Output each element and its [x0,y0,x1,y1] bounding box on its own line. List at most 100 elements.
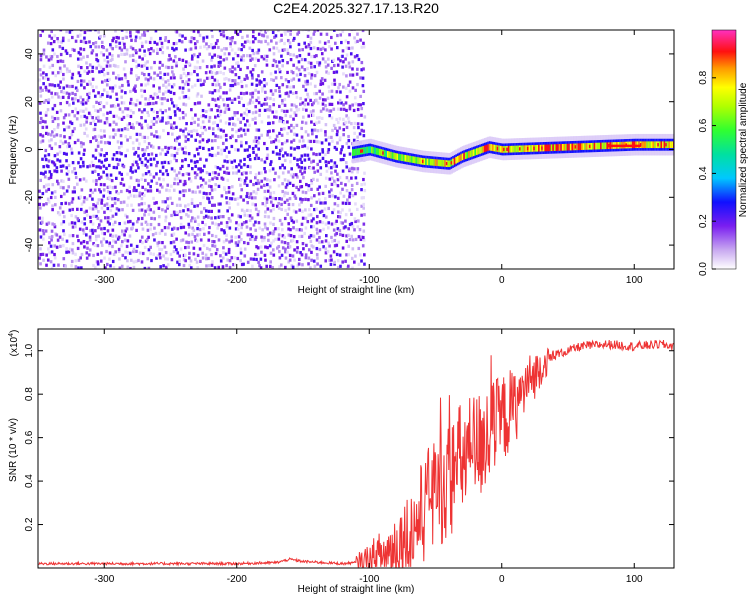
heatmap-cell [296,264,300,268]
heatmap-cell [207,119,211,123]
heatmap-cell [184,94,188,99]
heatmap-cell [124,154,128,158]
heatmap-cell [396,153,399,161]
heatmap-cell [230,99,234,103]
heatmap-cell [88,194,92,198]
heatmap-cell [202,195,205,200]
heatmap-cell [54,92,57,96]
heatmap-cell [303,41,306,45]
heatmap-cell [331,239,334,243]
heatmap-cell [234,243,238,248]
heatmap-cell [271,129,275,133]
heatmap-cell [70,30,74,32]
heatmap-cell [477,147,481,155]
heatmap-cell [100,69,104,74]
heatmap-cell [169,252,173,256]
heatmap-cell [74,175,78,180]
heatmap-cell [290,123,293,128]
heatmap-cell [193,235,197,239]
heatmap-cell [57,83,60,87]
heatmap-cell [137,154,140,158]
y-tick-label: 20 [24,96,35,108]
heatmap-cell [126,127,130,131]
heatmap-cell [334,182,337,186]
heatmap-cell [144,83,147,87]
heatmap-cell [114,133,117,137]
heatmap-cell [579,143,582,151]
heatmap-cell [98,70,101,74]
heatmap-cell [131,208,135,213]
heatmap-cell [166,79,170,83]
heatmap-cell [187,222,191,226]
heatmap-cell [426,158,430,166]
heatmap-cell [356,32,359,36]
heatmap-cell [299,197,302,201]
heatmap-cell [56,40,60,44]
heatmap-cell [123,73,127,77]
heatmap-cell [248,123,251,127]
heatmap-cell [222,34,226,38]
heatmap-cell [300,200,303,204]
heatmap-cell [80,79,83,83]
heatmap-cell [257,171,261,175]
heatmap-cell [77,258,81,262]
heatmap-cell [333,260,336,264]
heatmap-cell [211,97,214,101]
heatmap-cell [240,48,243,52]
heatmap-cell [196,160,199,164]
heatmap-cell [281,246,285,250]
heatmap-cell [306,102,310,106]
heatmap-cell [59,134,62,138]
heatmap-cell [91,207,95,211]
heatmap-cell [485,144,488,152]
heatmap-cell [59,139,63,143]
heatmap-cell [169,76,173,80]
heatmap-cell [246,154,250,159]
heatmap-cell [198,33,202,37]
heatmap-cell [310,128,314,132]
heatmap-cell [249,179,252,183]
heatmap-cell [347,244,351,248]
heatmap-cell [59,194,63,199]
heatmap-cell [65,125,69,129]
heatmap-cell [71,72,75,76]
heatmap-cell [283,191,287,195]
heatmap-cell [200,125,203,130]
heatmap-cell [198,232,201,237]
heatmap-cell [415,156,419,164]
heatmap-cell [214,153,218,157]
heatmap-cell [73,140,77,145]
heatmap-cell [211,171,215,175]
heatmap-cell [155,172,158,176]
heatmap-cell [307,52,311,56]
heatmap-cell [272,232,275,236]
heatmap-cell [188,188,191,192]
heatmap-cell [299,251,302,255]
heatmap-cell [99,166,102,170]
heatmap-cell [313,30,316,33]
heatmap-cell [169,241,173,245]
heatmap-cell [358,228,362,232]
heatmap-cell [219,55,222,59]
heatmap-cell [77,161,80,165]
heatmap-cell [249,227,252,231]
heatmap-cell [301,216,305,220]
heatmap-cell [282,121,286,125]
heatmap-cell [242,103,245,108]
heatmap-cell [362,41,365,45]
heatmap-cell [199,238,203,242]
heatmap-cell [182,225,186,229]
heatmap-cell [221,164,225,169]
heatmap-cell [169,115,172,120]
heatmap-cell [140,123,143,127]
heatmap-cell [45,73,48,77]
heatmap-cell [328,89,331,94]
heatmap-cell [235,165,238,169]
heatmap-cell [295,55,299,59]
heatmap-cell [236,256,240,261]
heatmap-cell [269,72,273,76]
heatmap-cell [251,202,254,206]
heatmap-cell [97,225,100,230]
heatmap-cell [327,148,331,152]
heatmap-cell [222,47,226,51]
